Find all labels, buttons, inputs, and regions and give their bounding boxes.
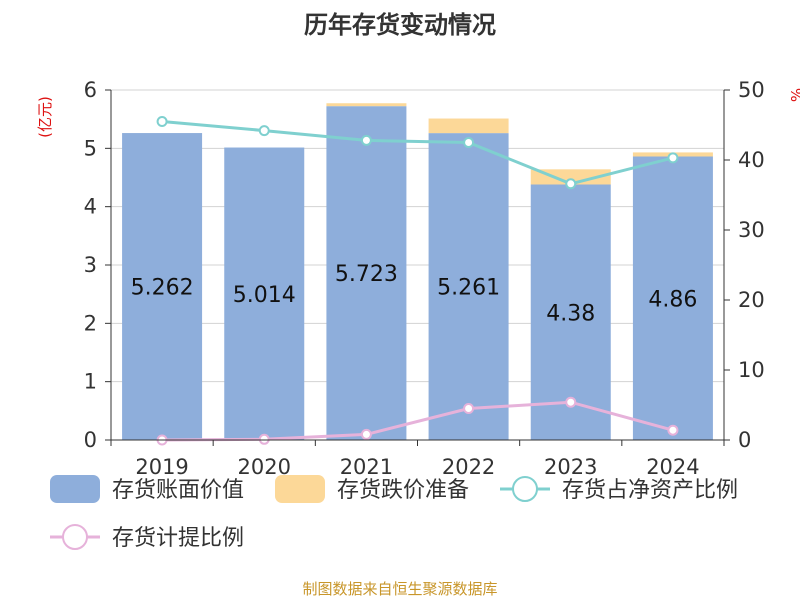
bar-impairment-2021 [326,103,407,107]
legend-marker-2 [512,476,538,502]
legend-label-1: 存货跌价准备 [337,478,469,503]
x-tick-label-2023: 2023 [544,455,597,479]
bar-value-label-2024: 4.86 [648,287,697,312]
right-axis-unit-label: % [788,88,800,102]
point-provision-ratio-2020 [258,433,270,445]
x-tick-label-2021: 2021 [340,455,393,479]
bar-value-label-2023: 4.38 [546,301,595,326]
bar-impairment-2023 [530,169,611,185]
right-tick-label-10: 10 [738,358,765,382]
left-tick-label-0: 0 [84,428,97,452]
legend-label-3: 存货计提比例 [112,526,244,551]
bar-value-label-2021: 5.723 [335,262,398,287]
chart-title: 历年存货变动情况 [304,11,496,39]
bar-book-value-2024 [632,156,713,440]
left-tick-label-2: 2 [84,311,97,335]
point-net-assets-ratio-2024 [667,152,679,164]
source-note: 制图数据来自恒生聚源数据库 [302,580,497,598]
left-tick-label-5: 5 [84,136,97,160]
point-provision-ratio-2022 [463,403,475,414]
right-tick-label-40: 40 [738,148,765,172]
point-net-assets-ratio-2023 [565,178,577,190]
grid-lines [111,89,724,441]
point-provision-ratio-2024 [667,424,679,436]
point-net-assets-ratio-2022 [463,137,475,148]
line-provision-ratio [162,400,674,442]
bar-value-labels: 5.262 5.014 5.723 5.261 4.38 4.86 [131,262,698,326]
left-tick-label-1: 1 [84,370,97,394]
bar-book-value-2022 [428,133,509,440]
right-tick-label-50: 50 [738,78,765,102]
bar-book-value-2021 [326,106,407,441]
bar-book-value-2020 [224,147,305,440]
x-tick-label-2019: 2019 [135,455,188,479]
left-tick-label-3: 3 [84,253,97,277]
legend-label-2: 存货占净资产比例 [562,478,738,503]
point-provision-ratio-2021 [360,428,372,440]
legend-swatch-0 [50,475,100,503]
lines [156,116,679,446]
legend-marker-3 [62,524,88,550]
bar-value-label-2022: 5.261 [437,276,500,301]
left-tick-label-4: 4 [84,195,97,219]
bar-book-value-2019 [122,133,203,441]
right-tick-label-0: 0 [738,428,751,452]
legend-swatch-1 [275,475,325,503]
x-tick-label-2024: 2024 [646,455,699,479]
x-tick-label-2022: 2022 [442,455,495,479]
bar-impairment-2022 [428,118,509,134]
point-net-assets-ratio-2019 [156,116,168,127]
legend-label-0: 存货账面价值 [112,478,244,503]
point-net-assets-ratio-2020 [258,125,270,137]
right-tick-label-30: 30 [738,218,765,242]
bars [122,103,713,441]
left-axis-unit-label: (亿元) [36,96,54,138]
bar-value-label-2020: 5.014 [233,283,296,308]
bar-value-label-2019: 5.262 [131,276,194,301]
left-tick-label-6: 6 [84,78,97,102]
line-inventory-to-net-assets [161,120,674,186]
point-net-assets-ratio-2021 [360,134,372,146]
right-tick-label-20: 20 [738,288,765,312]
point-provision-ratio-2023 [565,396,577,408]
